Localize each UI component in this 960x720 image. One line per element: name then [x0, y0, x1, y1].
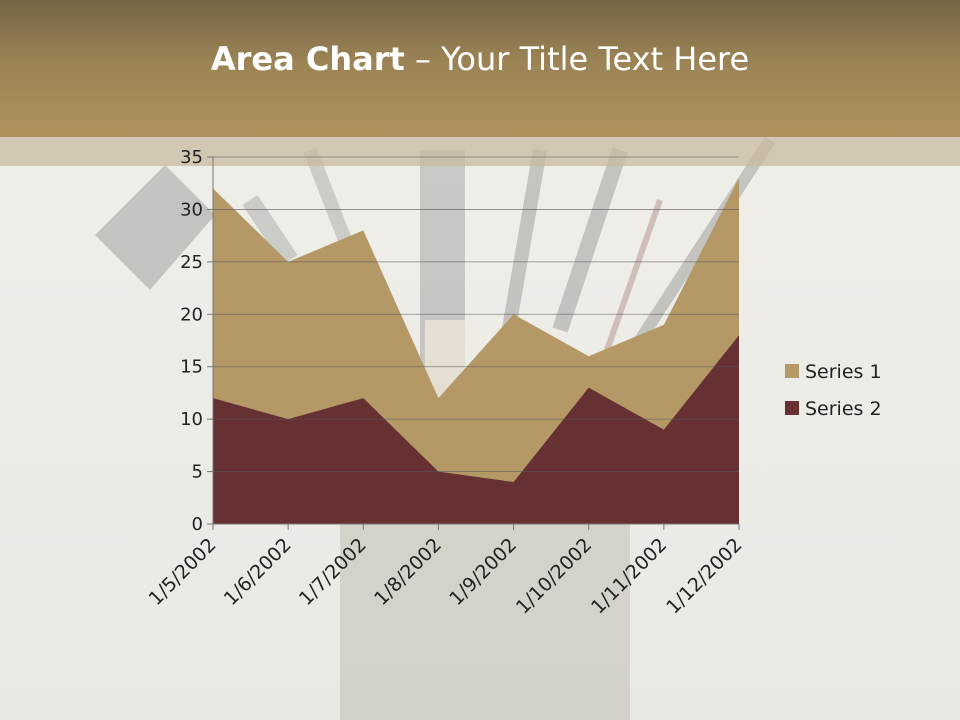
chart-gridlines — [213, 156, 739, 472]
slide-title-rest: – Your Title Text Here — [404, 40, 750, 78]
y-tick-label: 20 — [180, 304, 203, 325]
flat-brush-head — [95, 165, 215, 290]
x-tick-label: 1/8/2002 — [370, 534, 446, 610]
slide-title: Area Chart – Your Title Text Here — [0, 40, 960, 78]
y-tick-label: 30 — [180, 199, 203, 220]
slide-title-bold: Area Chart — [210, 40, 405, 78]
x-tick-label: 1/11/2002 — [587, 534, 671, 618]
series-area-2 — [213, 335, 739, 524]
x-tick-label: 1/9/2002 — [445, 534, 521, 610]
brush-cup — [340, 520, 630, 720]
y-tick-label: 10 — [180, 409, 203, 430]
x-tick-label: 1/12/2002 — [662, 534, 746, 618]
chart-legend: Series 1 Series 2 — [785, 361, 882, 420]
y-tick-label: 0 — [192, 514, 203, 535]
y-tick-label: 35 — [180, 147, 203, 168]
y-tick-label: 25 — [180, 252, 203, 273]
chart-areas — [213, 177, 739, 524]
y-tick-label: 15 — [180, 357, 203, 378]
x-tick-label: 1/7/2002 — [295, 534, 371, 610]
title-bar-band — [0, 137, 960, 166]
y-tick-label: 5 — [192, 462, 203, 483]
brush-handle-3 — [552, 147, 628, 333]
brush-ferrule — [420, 150, 465, 380]
brush-handle-5 — [634, 136, 776, 344]
legend-label-series-2: Series 2 — [805, 398, 882, 420]
title-bar — [0, 0, 960, 137]
brush-handle-7 — [242, 195, 298, 265]
x-tick-label: 1/10/2002 — [512, 534, 596, 618]
x-tick-label: 1/5/2002 — [145, 534, 221, 610]
legend-swatch-series-2 — [785, 401, 799, 415]
legend-swatch-series-1 — [785, 364, 799, 378]
x-tick-label: 1/6/2002 — [220, 534, 296, 610]
brush-handle-4 — [597, 199, 663, 371]
legend-label-series-1: Series 1 — [805, 361, 882, 383]
